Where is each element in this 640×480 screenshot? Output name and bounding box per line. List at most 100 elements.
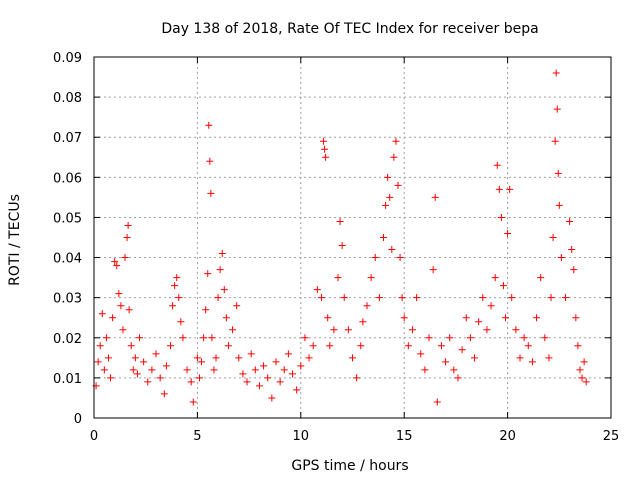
data-point xyxy=(442,358,450,366)
data-point xyxy=(243,378,251,386)
data-point xyxy=(124,221,132,229)
data-point xyxy=(214,294,222,302)
data-point xyxy=(280,366,288,374)
data-point xyxy=(200,334,208,342)
data-point xyxy=(475,318,483,326)
data-point xyxy=(187,378,195,386)
data-point xyxy=(148,366,156,374)
data-point xyxy=(127,342,135,350)
data-point xyxy=(247,350,255,358)
data-point xyxy=(334,274,342,282)
data-point xyxy=(433,398,441,406)
data-point xyxy=(173,274,181,282)
data-point xyxy=(309,342,317,350)
data-point xyxy=(264,374,272,382)
data-point xyxy=(216,266,224,274)
x-tick-label: 25 xyxy=(603,429,620,444)
data-point xyxy=(576,366,584,374)
data-point xyxy=(557,254,565,262)
data-point xyxy=(454,374,462,382)
data-point xyxy=(167,342,175,350)
data-point xyxy=(198,358,206,366)
data-point xyxy=(140,358,148,366)
data-point xyxy=(570,266,578,274)
x-tick-label: 15 xyxy=(396,429,413,444)
data-point xyxy=(450,366,458,374)
x-axis-label: GPS time / hours xyxy=(291,458,408,474)
data-point xyxy=(135,334,143,342)
data-point xyxy=(340,294,348,302)
data-point xyxy=(562,294,570,302)
data-point xyxy=(113,262,121,270)
data-point xyxy=(179,334,187,342)
data-point xyxy=(554,169,562,177)
data-point xyxy=(156,374,164,382)
data-point xyxy=(193,354,201,362)
data-point xyxy=(572,314,580,322)
data-point xyxy=(284,350,292,358)
chart-title: Day 138 of 2018, Rate Of TEC Index for r… xyxy=(161,21,538,37)
y-tick-label: 0.07 xyxy=(53,131,82,146)
data-point xyxy=(555,201,563,209)
data-point xyxy=(520,334,528,342)
data-point xyxy=(396,254,404,262)
data-point xyxy=(512,326,520,334)
data-point xyxy=(189,398,197,406)
data-point xyxy=(578,374,586,382)
data-point xyxy=(297,362,305,370)
data-point xyxy=(363,302,371,310)
data-point xyxy=(582,378,590,386)
data-point xyxy=(421,366,429,374)
y-tick-label: 0.02 xyxy=(53,332,82,347)
data-point xyxy=(344,326,352,334)
data-point xyxy=(382,201,390,209)
data-point xyxy=(429,266,437,274)
data-point xyxy=(491,274,499,282)
data-point xyxy=(207,189,215,197)
data-point xyxy=(516,354,524,362)
plot-frame xyxy=(93,56,612,419)
data-point xyxy=(293,386,301,394)
data-point xyxy=(320,137,328,145)
data-point xyxy=(502,314,510,322)
data-point xyxy=(349,354,356,362)
data-point xyxy=(152,350,160,358)
grid xyxy=(94,57,611,418)
y-tick-label: 0.08 xyxy=(53,91,82,106)
data-point xyxy=(437,342,445,350)
data-point xyxy=(504,229,512,237)
data-point xyxy=(528,358,536,366)
data-point xyxy=(220,286,228,294)
data-point xyxy=(386,193,394,201)
data-point xyxy=(260,362,268,370)
data-point xyxy=(353,374,361,382)
data-point xyxy=(553,105,561,113)
data-point xyxy=(326,342,334,350)
data-point xyxy=(466,334,474,342)
data-point xyxy=(462,314,470,322)
data-point xyxy=(497,213,505,221)
y-tick-label: 0 xyxy=(74,412,82,427)
data-point xyxy=(144,378,152,386)
data-point xyxy=(483,326,491,334)
data-point xyxy=(289,370,297,378)
data-point xyxy=(388,246,396,254)
data-points xyxy=(92,69,590,406)
data-point xyxy=(487,302,495,310)
data-point xyxy=(251,366,259,374)
data-point xyxy=(392,137,400,145)
data-point xyxy=(413,294,421,302)
data-point xyxy=(336,217,344,225)
data-point xyxy=(508,294,516,302)
x-tick-label: 20 xyxy=(499,429,516,444)
data-point xyxy=(104,354,112,362)
x-tick-label: 0 xyxy=(90,429,98,444)
data-point xyxy=(162,362,170,370)
data-point xyxy=(357,342,365,350)
y-tick-label: 0.03 xyxy=(53,292,82,307)
data-point xyxy=(222,314,230,322)
x-axis-ticks: 0 5 10 15 20 25 xyxy=(90,57,619,444)
data-point xyxy=(375,294,383,302)
data-point xyxy=(175,294,183,302)
data-point xyxy=(119,326,127,334)
